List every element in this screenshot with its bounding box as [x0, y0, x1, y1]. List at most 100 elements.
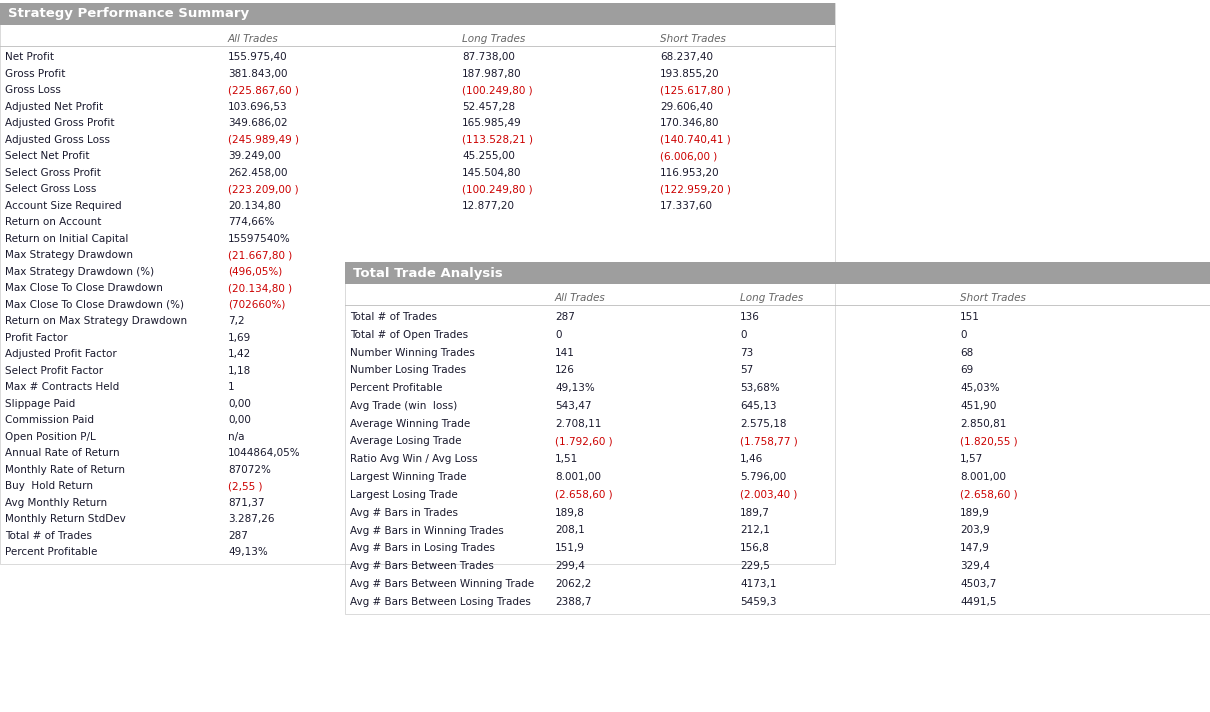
Text: Total # of Trades: Total # of Trades [5, 530, 92, 540]
Text: 15597540%: 15597540% [227, 234, 290, 244]
Text: 126: 126 [555, 365, 575, 375]
Text: Open Position P/L: Open Position P/L [5, 431, 96, 441]
Text: Percent Profitable: Percent Profitable [350, 383, 443, 393]
Text: 287: 287 [555, 312, 575, 322]
Text: Total # of Open Trades: Total # of Open Trades [350, 330, 468, 340]
Text: 49,13%: 49,13% [227, 548, 267, 557]
Text: Long Trades: Long Trades [741, 293, 803, 303]
Text: Max Strategy Drawdown: Max Strategy Drawdown [5, 250, 133, 261]
Text: 0: 0 [960, 330, 967, 340]
Text: Avg Monthly Return: Avg Monthly Return [5, 498, 108, 508]
Text: 189,9: 189,9 [960, 508, 990, 518]
Text: 1,51: 1,51 [555, 454, 578, 464]
Text: 1,42: 1,42 [227, 350, 252, 360]
Text: 69: 69 [960, 365, 973, 375]
Text: (21.667,80 ): (21.667,80 ) [227, 250, 293, 261]
Text: 299,4: 299,4 [555, 561, 584, 571]
Text: Avg Trade (win  loss): Avg Trade (win loss) [350, 401, 457, 411]
Text: Total # of Trades: Total # of Trades [350, 312, 437, 322]
Text: 262.458,00: 262.458,00 [227, 168, 288, 178]
Bar [345, 262, 1210, 614]
Text: 193.855,20: 193.855,20 [659, 69, 720, 79]
Text: 52.457,28: 52.457,28 [462, 102, 515, 112]
Text: Return on Max Strategy Drawdown: Return on Max Strategy Drawdown [5, 316, 188, 326]
Text: 774,66%: 774,66% [227, 217, 275, 227]
Text: Account Size Required: Account Size Required [5, 201, 122, 211]
Text: Adjusted Gross Profit: Adjusted Gross Profit [5, 118, 115, 128]
Text: Average Losing Trade: Average Losing Trade [350, 436, 461, 446]
Text: Number Losing Trades: Number Losing Trades [350, 365, 466, 375]
Text: n/a: n/a [227, 431, 244, 441]
Text: 871,37: 871,37 [227, 498, 265, 508]
Text: 208,1: 208,1 [555, 525, 584, 535]
Text: 87.738,00: 87.738,00 [462, 52, 515, 62]
Text: Avg # Bars in Trades: Avg # Bars in Trades [350, 508, 459, 518]
Text: 189,7: 189,7 [741, 508, 770, 518]
Text: 8.001,00: 8.001,00 [555, 472, 601, 482]
Text: Short Trades: Short Trades [960, 293, 1026, 303]
Text: (702660%): (702660%) [227, 300, 286, 310]
Text: 1044864,05%: 1044864,05% [227, 449, 300, 459]
Text: 5.796,00: 5.796,00 [741, 472, 786, 482]
Text: Monthly Rate of Return: Monthly Rate of Return [5, 465, 125, 475]
Text: 0,00: 0,00 [227, 399, 250, 409]
Text: 103.696,53: 103.696,53 [227, 102, 288, 112]
Text: (225.867,60 ): (225.867,60 ) [227, 85, 299, 95]
Text: 1,46: 1,46 [741, 454, 764, 464]
Text: (2,55 ): (2,55 ) [227, 481, 263, 491]
Text: (1.792,60 ): (1.792,60 ) [555, 436, 612, 446]
Text: 187.987,80: 187.987,80 [462, 69, 522, 79]
Text: 645,13: 645,13 [741, 401, 777, 411]
Text: (2.658,60 ): (2.658,60 ) [960, 490, 1018, 500]
Text: 145.504,80: 145.504,80 [462, 168, 522, 178]
Text: 1,18: 1,18 [227, 366, 252, 376]
Text: 151: 151 [960, 312, 980, 322]
Text: Max Close To Close Drawdown (%): Max Close To Close Drawdown (%) [5, 300, 184, 310]
Text: Gross Profit: Gross Profit [5, 69, 65, 79]
Text: (100.249,80 ): (100.249,80 ) [462, 184, 532, 194]
Text: (245.989,49 ): (245.989,49 ) [227, 135, 299, 145]
Text: Total Trade Analysis: Total Trade Analysis [353, 266, 502, 280]
Text: Gross Loss: Gross Loss [5, 85, 60, 95]
Text: 116.953,20: 116.953,20 [659, 168, 720, 178]
Text: (1.758,77 ): (1.758,77 ) [741, 436, 797, 446]
Text: 212,1: 212,1 [741, 525, 770, 535]
Text: Max Strategy Drawdown (%): Max Strategy Drawdown (%) [5, 267, 154, 277]
Text: 73: 73 [741, 347, 754, 357]
Text: Return on Account: Return on Account [5, 217, 102, 227]
Text: Average Winning Trade: Average Winning Trade [350, 419, 471, 429]
Text: (140.740,41 ): (140.740,41 ) [659, 135, 731, 145]
Text: 381.843,00: 381.843,00 [227, 69, 288, 79]
Text: Select Gross Profit: Select Gross Profit [5, 168, 100, 178]
Text: 68.237,40: 68.237,40 [659, 52, 713, 62]
Text: 151,9: 151,9 [555, 543, 584, 553]
Text: Avg # Bars Between Trades: Avg # Bars Between Trades [350, 561, 494, 571]
Text: Ratio Avg Win / Avg Loss: Ratio Avg Win / Avg Loss [350, 454, 478, 464]
Text: (223.209,00 ): (223.209,00 ) [227, 184, 299, 194]
Text: 0: 0 [555, 330, 561, 340]
Text: Select Gross Loss: Select Gross Loss [5, 184, 97, 194]
Text: Avg # Bars in Winning Trades: Avg # Bars in Winning Trades [350, 525, 503, 535]
Text: 4491,5: 4491,5 [960, 597, 997, 607]
Text: Max # Contracts Held: Max # Contracts Held [5, 382, 120, 392]
Text: 147,9: 147,9 [960, 543, 990, 553]
Text: 543,47: 543,47 [555, 401, 592, 411]
Text: Max Close To Close Drawdown: Max Close To Close Drawdown [5, 283, 163, 293]
Text: (125.617,80 ): (125.617,80 ) [659, 85, 731, 95]
Text: 1,69: 1,69 [227, 333, 252, 342]
Text: All Trades: All Trades [555, 293, 606, 303]
Text: 5459,3: 5459,3 [741, 597, 777, 607]
Text: Net Profit: Net Profit [5, 52, 54, 62]
Text: Adjusted Gross Loss: Adjusted Gross Loss [5, 135, 110, 145]
Text: (1.820,55 ): (1.820,55 ) [960, 436, 1018, 446]
Text: (2.658,60 ): (2.658,60 ) [555, 490, 612, 500]
Bar [0, 3, 835, 563]
Text: Select Net Profit: Select Net Profit [5, 151, 90, 161]
Text: Slippage Paid: Slippage Paid [5, 399, 75, 409]
Text: Select Profit Factor: Select Profit Factor [5, 366, 103, 376]
Text: (496,05%): (496,05%) [227, 267, 282, 277]
Text: 136: 136 [741, 312, 760, 322]
Text: 170.346,80: 170.346,80 [659, 118, 720, 128]
Text: (20.134,80 ): (20.134,80 ) [227, 283, 292, 293]
Text: 2388,7: 2388,7 [555, 597, 592, 607]
